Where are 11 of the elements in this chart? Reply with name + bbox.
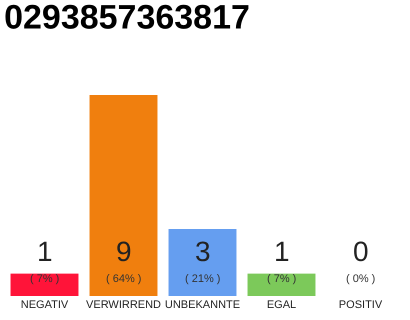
- data-label: 0 ( 0% ): [346, 236, 376, 285]
- data-label: 3 ( 21% ): [185, 236, 220, 285]
- data-label: 1 ( 7% ): [30, 236, 60, 285]
- data-label: 1 ( 7% ): [267, 236, 296, 285]
- x-tick-label: UNBEKANNTE: [164, 299, 240, 311]
- x-tick-label: NEGATIV: [20, 299, 69, 311]
- x-tick-label: POSITIV: [338, 299, 383, 311]
- data-label: 9 ( 64% ): [106, 236, 142, 285]
- x-tick-label: EGAL: [266, 299, 296, 311]
- x-tick-label: VERWIRREND: [86, 299, 162, 311]
- chart-title: 0293857363817: [4, 0, 250, 37]
